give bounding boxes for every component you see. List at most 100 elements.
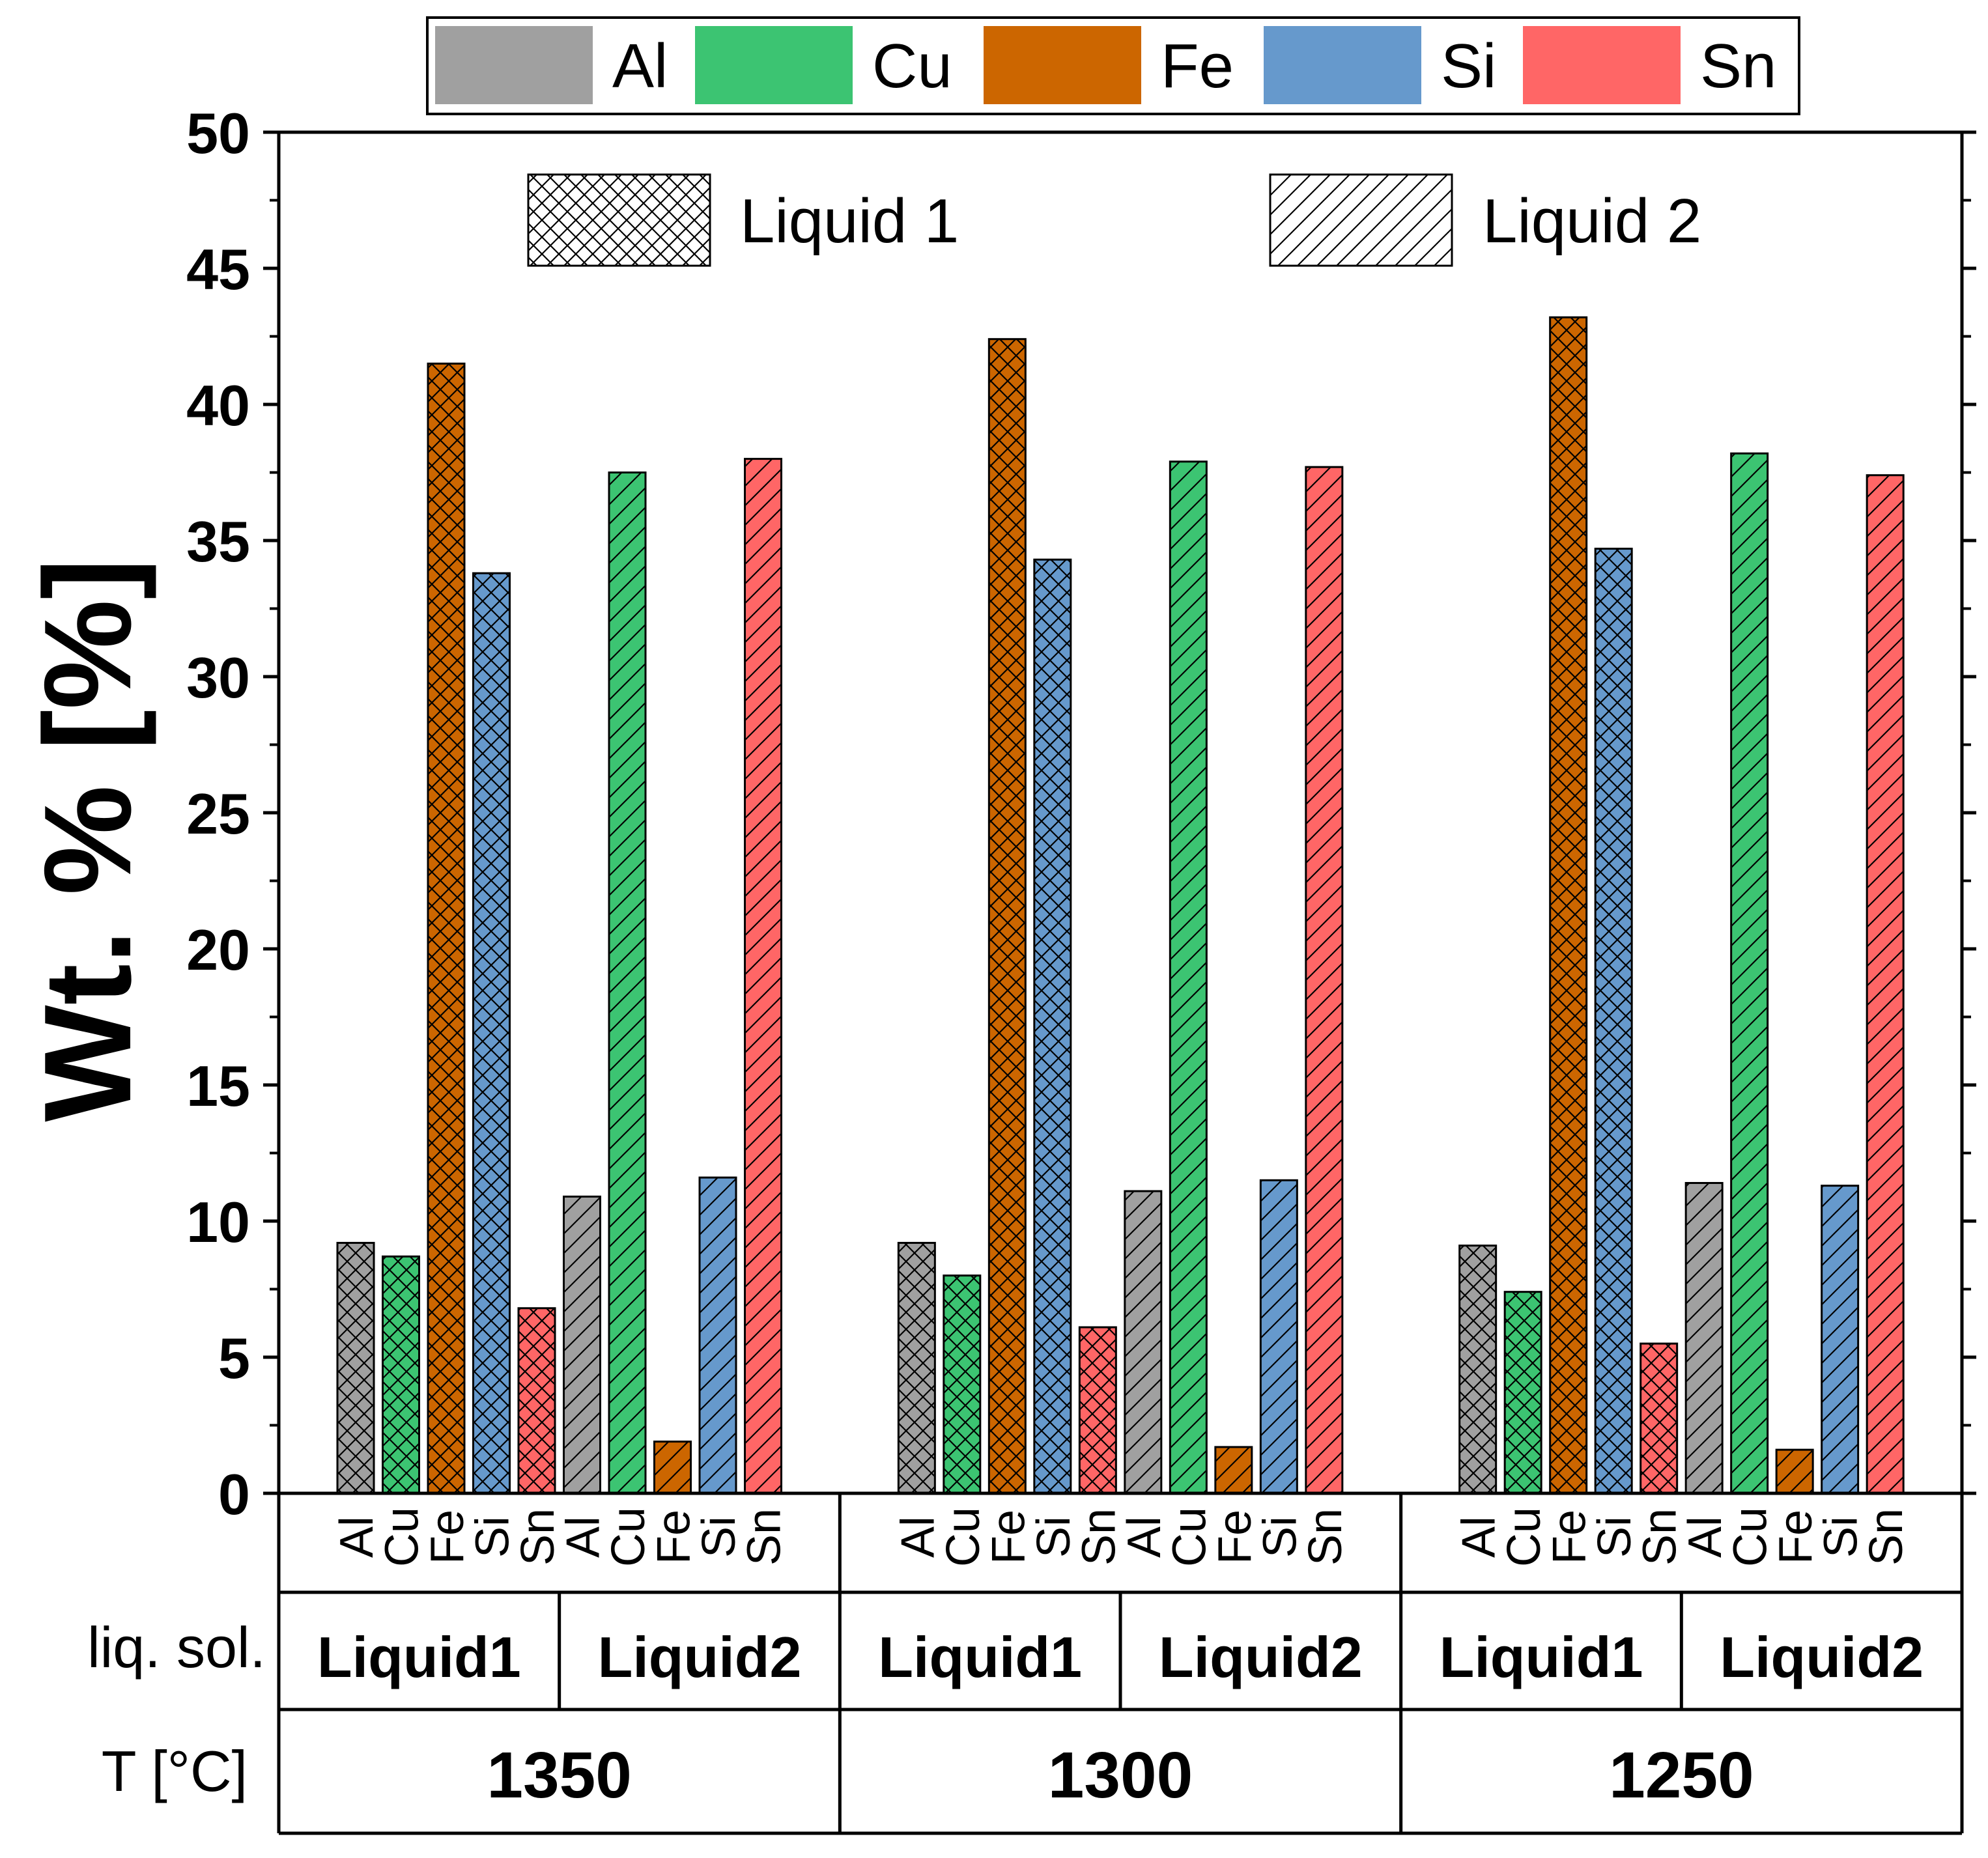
y-tick-label: 30 xyxy=(186,645,250,710)
element-tick-label: Si xyxy=(1254,1516,1306,1558)
bar-1300-liquid1-al-hatch xyxy=(897,1241,936,1495)
bar-1350-liquid2-si-hatch xyxy=(698,1176,737,1495)
y-tick-label: 40 xyxy=(186,373,250,438)
y-tick-label: 10 xyxy=(186,1190,250,1254)
legend-label-fe: Fe xyxy=(1161,31,1234,101)
element-tick-label: Sn xyxy=(1299,1508,1352,1566)
element-tick-label: Fe xyxy=(648,1510,700,1564)
row-label-solution: liq. sol. xyxy=(87,1615,266,1680)
element-tick-label: Cu xyxy=(1725,1507,1777,1567)
element-tick-label: Cu xyxy=(1163,1507,1215,1567)
bar-1350-liquid1-sn-hatch xyxy=(517,1307,556,1495)
element-tick-label: Sn xyxy=(1860,1508,1912,1566)
bar-1350-liquid2-sn xyxy=(744,458,782,1495)
solution-label-1350-liquid1: Liquid1 xyxy=(317,1625,521,1689)
element-tick-label: Sn xyxy=(739,1508,791,1566)
legend-entry-fe: Fe xyxy=(984,26,1234,104)
axes-layer: 0 5 10 15 20 25 30 35 40 45 50 xyxy=(186,101,1976,1527)
bar-1350-liquid1-si xyxy=(472,572,511,1495)
bar-1350-liquid2-fe-hatch xyxy=(653,1441,692,1495)
element-tick-label: Cu xyxy=(376,1507,429,1567)
element-tick-label: Fe xyxy=(1770,1510,1822,1564)
bar-1300-liquid1-si xyxy=(1033,558,1072,1495)
solution-label-1300-liquid2: Liquid2 xyxy=(1159,1625,1363,1689)
bar-1250-liquid2-sn-hatch xyxy=(1866,474,1905,1495)
bar-1300-liquid1-sn-hatch xyxy=(1078,1326,1117,1495)
element-tick-label: Cu xyxy=(603,1507,655,1567)
bar-1250-liquid2-sn xyxy=(1866,474,1905,1495)
bar-1250-liquid1-si xyxy=(1594,548,1633,1495)
legend-swatch-sn xyxy=(1523,26,1681,104)
temperature-label-1250: 1250 xyxy=(1609,1739,1754,1812)
solution-label-1300-liquid1: Liquid1 xyxy=(878,1625,1082,1689)
bar-1350-liquid1-sn xyxy=(517,1307,556,1495)
bar-1300-liquid2-fe xyxy=(1214,1446,1253,1495)
y-tick-label: 25 xyxy=(186,781,250,846)
bar-1300-liquid2-si-hatch xyxy=(1259,1179,1298,1495)
element-tick-label: Si xyxy=(1815,1516,1867,1558)
legend-label-sn: Sn xyxy=(1700,31,1776,101)
bar-1300-liquid1-fe-hatch xyxy=(987,338,1027,1495)
bar-1250-liquid1-sn-hatch xyxy=(1640,1342,1679,1495)
bar-1350-liquid1-al xyxy=(336,1241,375,1495)
bar-1300-liquid1-si-hatch xyxy=(1033,558,1072,1495)
solution-label-1250-liquid1: Liquid1 xyxy=(1440,1625,1643,1689)
element-tick-label: Al xyxy=(1118,1516,1171,1558)
bar-1300-liquid2-al-hatch xyxy=(1124,1190,1163,1495)
element-tick-label: Si xyxy=(1589,1516,1641,1558)
element-tick-label: Fe xyxy=(1209,1510,1261,1564)
element-tick-label: Cu xyxy=(937,1507,989,1567)
legend-swatch-fe xyxy=(984,26,1141,104)
y-tick-label: 35 xyxy=(186,509,250,574)
legend-entry-si: Si xyxy=(1264,26,1496,104)
bar-1250-liquid2-al-hatch xyxy=(1684,1181,1724,1495)
pattern-legend: Liquid 1 Liquid 2 xyxy=(527,173,1701,267)
y-tick-label: 20 xyxy=(186,918,250,982)
y-tick-label: 5 xyxy=(218,1326,250,1390)
bar-1250-liquid2-al xyxy=(1684,1181,1724,1495)
legend-label-si: Si xyxy=(1441,31,1496,101)
bar-1300-liquid2-si xyxy=(1259,1179,1298,1495)
legend-swatch-si xyxy=(1264,26,1421,104)
legend-entry-cu: Cu xyxy=(695,26,952,104)
legend-label-liquid2: Liquid 2 xyxy=(1483,186,1701,256)
bar-1300-liquid1-cu xyxy=(943,1274,982,1495)
element-tick-label: Si xyxy=(467,1516,519,1558)
element-tick-label: Fe xyxy=(421,1510,474,1564)
bar-1250-liquid1-fe-hatch xyxy=(1549,316,1588,1495)
legend-label-cu: Cu xyxy=(872,31,952,101)
row-label-temperature: T [°C] xyxy=(102,1739,248,1803)
solution-label-1350-liquid2: Liquid2 xyxy=(598,1625,802,1689)
element-color-legend: Al Cu Fe Si Sn xyxy=(426,16,1800,115)
bar-1350-liquid1-si-hatch xyxy=(472,572,511,1495)
bar-1300-liquid2-cu xyxy=(1169,460,1208,1495)
bar-1250-liquid2-cu xyxy=(1730,452,1769,1495)
bar-1350-liquid1-al-hatch xyxy=(336,1241,375,1495)
bar-1350-liquid2-sn-hatch xyxy=(744,458,782,1495)
bar-1300-liquid2-sn-hatch xyxy=(1305,466,1344,1495)
bar-1350-liquid1-fe-hatch xyxy=(427,362,466,1495)
bar-1300-liquid1-al xyxy=(897,1241,936,1495)
bar-1250-liquid2-fe xyxy=(1775,1448,1814,1495)
bar-1350-liquid2-cu-hatch xyxy=(608,472,647,1495)
bar-1250-liquid1-fe xyxy=(1549,316,1588,1495)
bar-1300-liquid1-fe xyxy=(987,338,1027,1495)
temperature-label-1300: 1300 xyxy=(1048,1739,1193,1812)
y-tick-label: 15 xyxy=(186,1054,250,1118)
element-tick-label: Al xyxy=(1679,1516,1731,1558)
legend-entry-al: Al xyxy=(435,26,668,104)
element-tick-label: Sn xyxy=(1634,1508,1686,1566)
temperature-label-1350: 1350 xyxy=(487,1739,631,1812)
bar-1350-liquid2-al xyxy=(563,1195,601,1495)
bar-1300-liquid2-al xyxy=(1124,1190,1163,1495)
element-tick-label: Fe xyxy=(1544,1510,1596,1564)
element-tick-label: Cu xyxy=(1498,1507,1550,1567)
element-tick-label: Al xyxy=(331,1516,383,1558)
bar-1250-liquid2-si xyxy=(1821,1185,1860,1495)
bar-1300-liquid2-cu-hatch xyxy=(1169,460,1208,1495)
bar-1350-liquid2-al-hatch xyxy=(563,1195,601,1495)
bar-1350-liquid1-fe xyxy=(427,362,466,1495)
element-tick-label: Si xyxy=(693,1516,745,1558)
legend-label-al: Al xyxy=(612,31,668,101)
